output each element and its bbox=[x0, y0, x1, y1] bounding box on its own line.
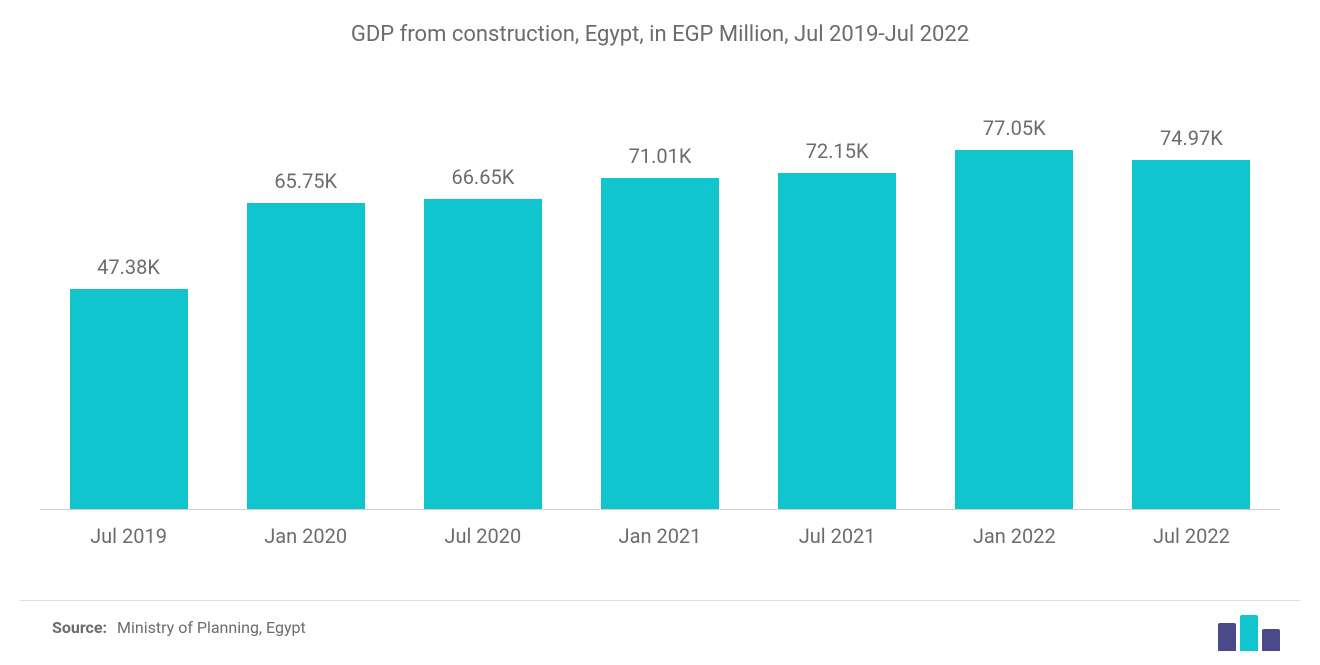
bar-slot: 65.75KJan 2020 bbox=[217, 110, 394, 510]
source-label: Source: bbox=[52, 618, 107, 637]
bar-slot: 47.38KJul 2019 bbox=[40, 110, 217, 510]
bar-value-label: 71.01K bbox=[629, 144, 692, 168]
bar-value-label: 74.97K bbox=[1160, 126, 1223, 150]
bar-rect bbox=[955, 150, 1073, 510]
bar-value-label: 66.65K bbox=[451, 165, 514, 189]
bar-value-label: 47.38K bbox=[97, 255, 160, 279]
chart-title: GDP from construction, Egypt, in EGP Mil… bbox=[0, 0, 1320, 47]
x-axis-label: Jul 2020 bbox=[444, 524, 521, 548]
chart-area: 47.38KJul 201965.75KJan 202066.65KJul 20… bbox=[40, 110, 1280, 550]
bar-value-label: 65.75K bbox=[274, 169, 337, 193]
logo-segment bbox=[1262, 629, 1280, 651]
x-axis-label: Jul 2019 bbox=[90, 524, 167, 548]
x-axis-label: Jul 2021 bbox=[799, 524, 876, 548]
x-axis-label: Jan 2021 bbox=[619, 524, 702, 548]
bar-rect bbox=[1132, 160, 1250, 510]
bars-row: 47.38KJul 201965.75KJan 202066.65KJul 20… bbox=[40, 110, 1280, 510]
bar-slot: 74.97KJul 2022 bbox=[1103, 110, 1280, 510]
x-axis-label: Jul 2022 bbox=[1153, 524, 1230, 548]
footer-divider bbox=[20, 600, 1300, 601]
source-text: Ministry of Planning, Egypt bbox=[117, 618, 306, 637]
logo-segment bbox=[1218, 623, 1236, 651]
x-axis-label: Jan 2020 bbox=[264, 524, 347, 548]
bar-rect bbox=[424, 199, 542, 510]
bar-slot: 71.01KJan 2021 bbox=[571, 110, 748, 510]
bar-value-label: 72.15K bbox=[806, 139, 869, 163]
brand-logo-icon bbox=[1218, 615, 1280, 651]
logo-segment bbox=[1240, 615, 1258, 651]
x-axis-label: Jan 2022 bbox=[973, 524, 1056, 548]
bar-rect bbox=[70, 289, 188, 510]
bar-slot: 66.65KJul 2020 bbox=[394, 110, 571, 510]
bar-slot: 72.15KJul 2021 bbox=[749, 110, 926, 510]
bar-value-label: 77.05K bbox=[983, 116, 1046, 140]
bar-rect bbox=[601, 178, 719, 510]
bar-slot: 77.05KJan 2022 bbox=[926, 110, 1103, 510]
bar-rect bbox=[247, 203, 365, 510]
source-line: Source: Ministry of Planning, Egypt bbox=[52, 618, 306, 637]
bar-rect bbox=[778, 173, 896, 510]
x-axis-baseline bbox=[40, 509, 1280, 510]
